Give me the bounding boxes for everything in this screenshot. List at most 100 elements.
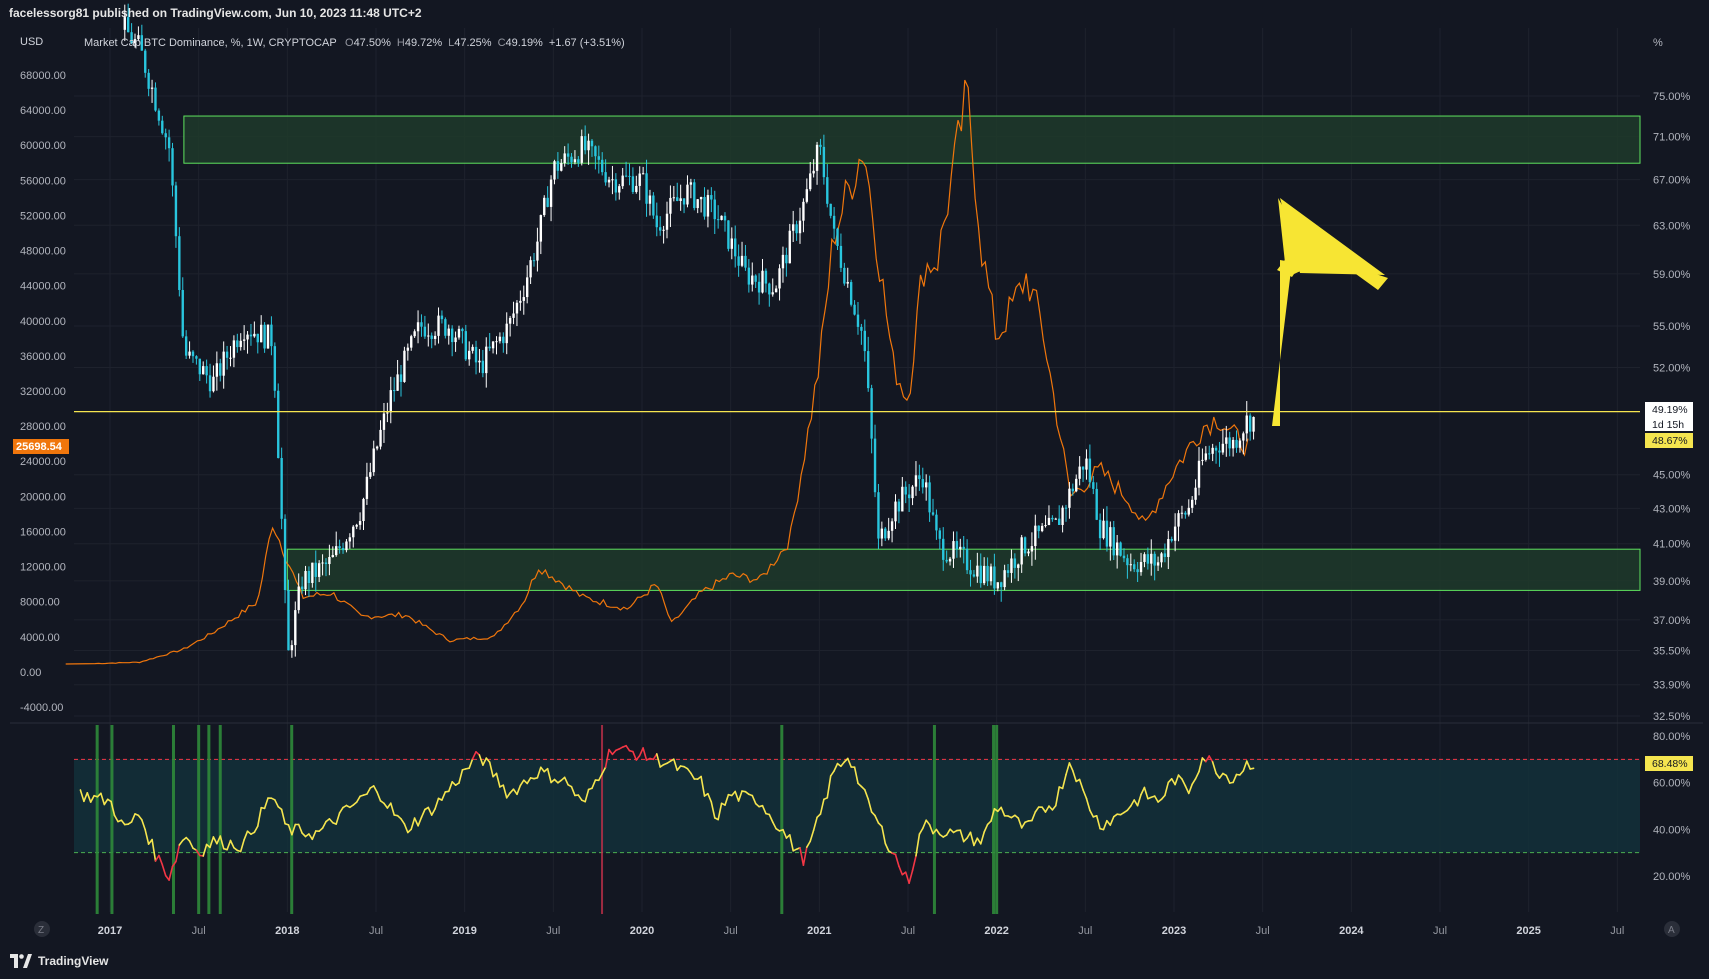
tradingview-brand[interactable]: TradingView — [10, 954, 108, 968]
time-axis-tick: 2022 — [984, 925, 1008, 937]
auto-scale-button[interactable] — [1664, 921, 1680, 937]
candle-body — [372, 448, 375, 473]
rsi-line-segment — [502, 784, 508, 799]
right-axis-tick: 59.00% — [1653, 269, 1691, 281]
candle-body — [522, 297, 525, 301]
candle-body — [1105, 520, 1109, 547]
left-axis-tick: -4000.00 — [20, 702, 63, 714]
candle-body — [1051, 517, 1054, 520]
rsi-line-segment — [1109, 815, 1115, 826]
candle-body — [126, 17, 130, 33]
rsi-line-segment — [1089, 809, 1095, 818]
rsi-line-segment — [151, 838, 157, 862]
rsi-line-segment — [979, 831, 986, 845]
candle-body — [1068, 488, 1071, 508]
rsi-line-segment — [434, 797, 440, 810]
rsi-line-segment — [563, 776, 569, 786]
rsi-line-segment — [638, 747, 644, 757]
rsi-line-segment — [188, 840, 194, 850]
rsi-line-segment — [526, 777, 532, 785]
candle-body — [791, 224, 795, 231]
candle-body — [580, 136, 583, 163]
candle-body — [1177, 513, 1180, 527]
candle-body — [563, 153, 566, 164]
candle-body — [225, 351, 229, 358]
rsi-line-segment — [782, 828, 788, 839]
candle-body — [693, 182, 696, 209]
rsi-line-segment — [921, 819, 928, 830]
c-value: 49.19% — [506, 37, 544, 49]
candle-body — [280, 458, 283, 519]
candle-body — [239, 340, 242, 348]
right-axis-tick: 52.00% — [1653, 363, 1691, 375]
rsi-line-segment — [1082, 789, 1088, 800]
candle-body — [1126, 558, 1129, 566]
candle-body — [1211, 447, 1214, 454]
candle-body — [311, 562, 314, 583]
rsi-line-segment — [805, 840, 812, 849]
candle-body — [843, 267, 846, 284]
candle-body — [246, 334, 249, 340]
candle-body — [270, 324, 273, 347]
candle-body — [471, 346, 474, 351]
candle-body — [805, 189, 809, 202]
candle-body — [300, 586, 304, 590]
rsi-line-segment — [1164, 781, 1170, 797]
candle-body — [178, 236, 181, 291]
rsi-line-segment — [89, 794, 95, 803]
rsi-line-segment — [840, 761, 846, 768]
rsi-line-segment — [519, 779, 525, 787]
rsi-line-segment — [809, 829, 815, 843]
candle-body — [679, 198, 682, 201]
time-axis-tick: Jul — [1433, 925, 1447, 937]
rsi-line-segment — [301, 832, 307, 838]
candle-body — [778, 268, 781, 289]
candle-body — [195, 356, 198, 359]
candle-body — [259, 324, 263, 343]
candle-body — [560, 163, 563, 171]
candle-body — [1252, 416, 1255, 432]
candle-body — [887, 530, 890, 539]
candle-body — [174, 185, 178, 237]
rsi-line-segment — [983, 823, 989, 833]
candle-body — [539, 215, 543, 242]
rsi-line-segment — [700, 775, 706, 797]
candle-body — [587, 140, 590, 151]
log-scale-button[interactable] — [34, 921, 50, 937]
rsi-line-segment — [137, 814, 143, 821]
rsi-line-segment — [458, 769, 464, 784]
candle-body — [648, 195, 652, 204]
candle-body — [215, 363, 219, 377]
candle-body — [696, 199, 699, 209]
rsi-line-segment — [79, 789, 85, 803]
left-axis-tick: 44000.00 — [20, 281, 66, 293]
rsi-line-segment — [768, 813, 774, 823]
time-axis-tick: 2021 — [807, 925, 831, 937]
candle-body — [867, 351, 870, 389]
top-bar: facelessorg81 published on TradingView.c… — [0, 0, 1709, 28]
right-axis-tick: 39.00% — [1653, 576, 1691, 588]
rsi-line-segment — [1246, 760, 1251, 770]
candle-body — [529, 260, 532, 278]
rsi-line-segment — [717, 802, 723, 821]
candle-body — [873, 438, 877, 493]
rsi-line-segment — [655, 753, 662, 768]
candle-body — [890, 521, 894, 531]
rsi-line-segment — [1174, 774, 1180, 786]
candle-body — [133, 39, 137, 44]
left-axis-tick: 36000.00 — [20, 351, 66, 363]
rsi-line-segment — [969, 831, 975, 847]
time-axis-tick: 2023 — [1162, 925, 1186, 937]
candle-body — [914, 475, 918, 487]
candle-body — [904, 486, 907, 495]
symbol-label: Market Cap BTC Dominance, %, 1W, CRYPTOC… — [84, 37, 337, 49]
rsi-line-segment — [154, 854, 160, 862]
right-axis-tick: 71.00% — [1653, 132, 1691, 144]
rsi-line-segment — [707, 792, 713, 803]
candle-body — [154, 87, 157, 111]
candle-body — [948, 558, 952, 562]
left-axis-tick: 4000.00 — [20, 632, 60, 644]
candle-body — [907, 494, 911, 499]
left-axis-tick: 40000.00 — [20, 316, 66, 328]
